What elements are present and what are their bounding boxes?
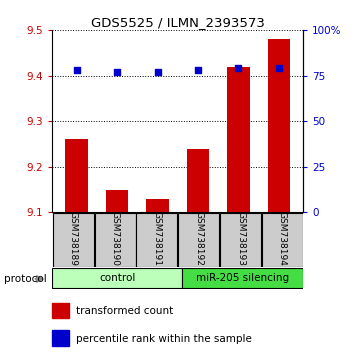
Point [155,69,160,75]
Text: GSM738191: GSM738191 [152,211,161,266]
Text: miR-205 silencing: miR-205 silencing [196,273,289,283]
Point [236,65,242,71]
Text: GSM738190: GSM738190 [110,211,119,266]
Text: protocol: protocol [4,274,46,284]
Bar [182,268,303,288]
Text: GSM738189: GSM738189 [69,211,78,266]
Bar [52,303,70,318]
Text: transformed count: transformed count [76,306,173,316]
Text: GSM738194: GSM738194 [278,211,287,266]
Bar [106,190,128,212]
Text: GSM738193: GSM738193 [236,211,245,266]
Bar [136,213,177,267]
Point [276,65,282,71]
Bar [178,213,219,267]
Bar [65,139,88,212]
Bar [227,67,249,212]
Bar [52,331,70,346]
Bar [95,213,136,267]
Point [74,67,79,73]
Point [195,67,201,73]
Bar [147,199,169,212]
Point [114,69,120,75]
Bar [268,39,290,212]
Bar [220,213,261,267]
Text: GSM738192: GSM738192 [194,211,203,266]
Bar [187,149,209,212]
Title: GDS5525 / ILMN_2393573: GDS5525 / ILMN_2393573 [91,16,265,29]
Bar [262,213,303,267]
Text: control: control [99,273,135,283]
Text: percentile rank within the sample: percentile rank within the sample [76,333,252,343]
Bar [53,213,94,267]
Bar [52,268,182,288]
